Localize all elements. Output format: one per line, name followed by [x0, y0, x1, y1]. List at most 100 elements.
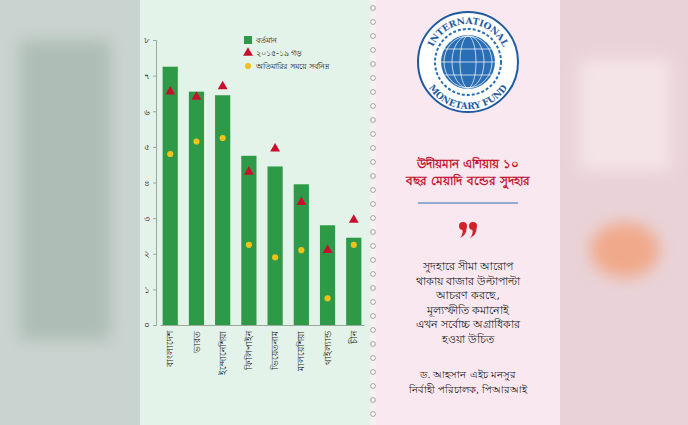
title-underline [418, 202, 518, 203]
logo-parallel [444, 75, 491, 76]
y-tick-mark [153, 325, 156, 326]
binding-ring [371, 160, 376, 165]
binding-ring [371, 216, 376, 221]
binding-ring [371, 314, 376, 319]
y-tick: ৩ [144, 214, 156, 224]
x-tick-label: চীন [348, 330, 359, 345]
x-tick-label: মালয়েশিয়া [296, 331, 306, 372]
legend: বর্তমান২০১৫-১৯ গড়অতিমারির সময়ে সর্বনিম… [243, 36, 330, 71]
bar [320, 225, 335, 325]
binding-ring [371, 90, 376, 95]
legend-label: বর্তমান [255, 36, 277, 45]
y-tick-mark [153, 254, 156, 255]
legend-swatch [244, 36, 252, 44]
y-tick-label: ৮ [144, 35, 150, 45]
background-strips [0, 0, 688, 425]
legend-item: বর্তমান [244, 36, 277, 45]
y-tick: ৫ [144, 142, 156, 152]
y-tick-mark [153, 111, 156, 112]
y-tick: ০ [144, 320, 156, 330]
x-tick: ফিলিপাইন [244, 325, 254, 371]
dot-marker [193, 138, 199, 144]
triangle-marker [323, 245, 333, 254]
x-tick-label: ফিলিপাইন [244, 330, 254, 371]
y-tick-label: ৬ [144, 107, 150, 117]
binding-ring [371, 370, 376, 375]
y-tick-mark [153, 40, 156, 41]
left-strip [0, 0, 142, 425]
binding-ring [371, 62, 376, 67]
binding-ring [371, 48, 376, 53]
triangle-marker [296, 196, 306, 205]
quote-mark [459, 222, 477, 238]
binding-ring [371, 76, 376, 81]
binding-ring [371, 132, 376, 137]
quote-line: এখন সর্বোচ্চ অগ্রাধিকার [416, 318, 522, 330]
dot-marker [167, 151, 173, 157]
dot-marker [272, 254, 278, 260]
series-0 [163, 67, 362, 325]
logo-parallel [444, 49, 491, 50]
bar [241, 156, 256, 325]
x-tick: থাইল্যান্ড [323, 325, 333, 365]
y-tick-label: ৪ [144, 178, 150, 188]
x-tick-label: বাংলাদেশ [165, 330, 175, 368]
attribution-line: নির্বাহী পরিচালক, পিআরআই [408, 383, 528, 395]
quote-line: মূল্যস্ফীতি কমানোই [426, 304, 510, 317]
legend-label: অতিমারির সময়ে সর্বনিম্ন [255, 62, 330, 71]
dot-marker [324, 295, 330, 301]
triangle-marker [165, 86, 175, 95]
x-tick-label: ইন্দোনেশিয়া [218, 331, 228, 376]
binding-ring [371, 384, 376, 389]
x-tick: ইন্দোনেশিয়া [218, 325, 228, 376]
dot-marker [246, 242, 252, 248]
binding-rings [371, 6, 376, 417]
y-tick-mark [153, 289, 156, 290]
infographic: ০১২৩৪৫৬৭৮বাংলাদেশভারতইন্দোনেশিয়াফিলিপাই… [0, 0, 688, 425]
binding-strip [370, 0, 376, 425]
logo-text-top: INTERNATIONAL [426, 16, 511, 49]
binding-ring [371, 104, 376, 109]
triangle-marker [349, 214, 359, 223]
y-tick-mark [153, 218, 156, 219]
y-tick-label: ৫ [144, 142, 150, 152]
triangle-marker [218, 81, 228, 90]
bar [189, 92, 204, 325]
x-tick-label: থাইল্যান্ড [323, 330, 333, 365]
binding-ring [371, 188, 376, 193]
chart-title: উদীয়মান এশিয়ায় ১০বছর মেয়াদি বন্ডের স… [405, 156, 530, 190]
dot-marker [220, 135, 226, 141]
binding-ring [371, 244, 376, 249]
binding-ring [371, 272, 376, 277]
binding-ring [371, 146, 376, 151]
chart-panel [140, 0, 370, 425]
binding-ring [371, 118, 376, 123]
y-tick-label: ২ [144, 249, 150, 259]
y-tick: ৪ [144, 178, 156, 188]
dot-marker [351, 242, 357, 248]
binding-ring [371, 286, 376, 291]
quote-line: হওয়া উচিত [441, 333, 495, 345]
bar [215, 95, 230, 325]
binding-ring [371, 174, 376, 179]
x-tick: মালয়েশিয়া [296, 325, 306, 372]
bar [268, 166, 283, 325]
logo-wreath [435, 29, 501, 95]
right-strip [558, 0, 688, 425]
dot-marker [298, 247, 304, 253]
series-2 [167, 135, 357, 301]
x-axis: বাংলাদেশভারতইন্দোনেশিয়াফিলিপাইনভিয়েতনা… [161, 325, 365, 376]
binding-ring [371, 20, 376, 25]
x-axis-line [161, 325, 365, 326]
binding-ring [371, 328, 376, 333]
binding-ring [371, 412, 376, 417]
x-tick: চীন [348, 325, 359, 345]
imf-logo: INTERNATIONALMONETARY FUND [418, 12, 518, 112]
quote-line: থাকায় বাজার উল্টাপাল্টা [416, 275, 522, 287]
legend-swatch [243, 47, 253, 56]
triangle-marker [192, 91, 202, 100]
y-tick-label: ১ [144, 285, 150, 295]
binding-ring [371, 356, 376, 361]
binding-ring [371, 398, 376, 403]
y-tick: ২ [144, 249, 156, 259]
